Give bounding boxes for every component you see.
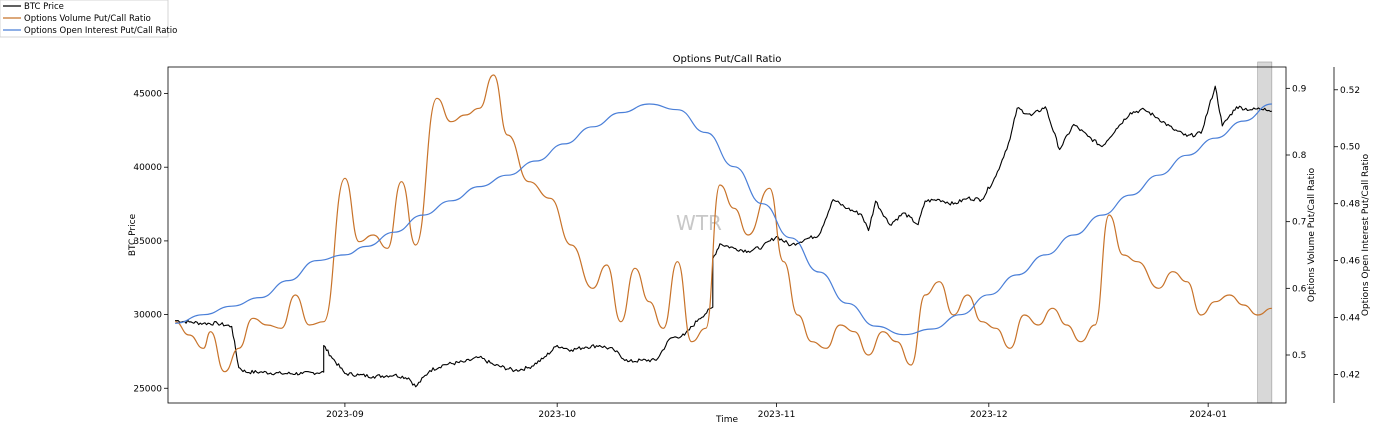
x-tick-label: 2024-01 <box>1189 410 1227 420</box>
right1-tick-label: 0.6 <box>1292 284 1307 294</box>
x-axis-label: Time <box>715 415 738 425</box>
legend: BTC Price Options Volume Put/Call Ratio … <box>0 0 177 38</box>
right2-tick-label: 0.42 <box>1340 371 1360 381</box>
series-line-btc <box>175 85 1272 388</box>
right1-tick-label: 0.9 <box>1292 84 1307 94</box>
right1-tick-label: 0.7 <box>1292 218 1306 228</box>
plot-frame <box>167 66 1287 404</box>
plot-area <box>174 61 1273 404</box>
left-tick-label: 40000 <box>133 163 162 173</box>
left-axis-label: BTC Price <box>128 213 138 256</box>
series-line-oi <box>175 103 1272 336</box>
x-tick-label: 2023-11 <box>758 410 796 420</box>
legend-label-volume: Options Volume Put/Call Ratio <box>24 14 151 24</box>
left-tick-label: 35000 <box>133 237 162 247</box>
left-tick-label: 30000 <box>133 311 162 321</box>
right2-tick-label: 0.44 <box>1340 314 1360 324</box>
right1-tick-label: 0.8 <box>1292 151 1307 161</box>
right2-tick-label: 0.46 <box>1340 257 1360 267</box>
x-tick-label: 2023-10 <box>538 410 576 420</box>
legend-label-btc: BTC Price <box>24 2 64 12</box>
series-line-volume <box>174 74 1272 373</box>
right2-tick-label: 0.48 <box>1340 200 1360 210</box>
x-tick-label: 2023-12 <box>970 410 1008 420</box>
right2-tick-label: 0.50 <box>1340 143 1360 153</box>
x-tick-label: 2023-09 <box>326 410 364 420</box>
left-tick-label: 45000 <box>133 90 162 100</box>
right2-axis-label: Options Open Interest Put/Call Ratio <box>1361 153 1371 316</box>
legend-label-oi: Options Open Interest Put/Call Ratio <box>24 26 177 36</box>
left-tick-label: 25000 <box>133 384 162 394</box>
chart-title: Options Put/Call Ratio <box>673 54 782 65</box>
legend-box <box>0 0 169 38</box>
right1-axis-label: Options Volume Put/Call Ratio <box>1307 167 1317 302</box>
highlight-band <box>1257 61 1273 404</box>
right2-tick-label: 0.52 <box>1340 86 1360 96</box>
right1-tick-label: 0.5 <box>1292 351 1306 361</box>
